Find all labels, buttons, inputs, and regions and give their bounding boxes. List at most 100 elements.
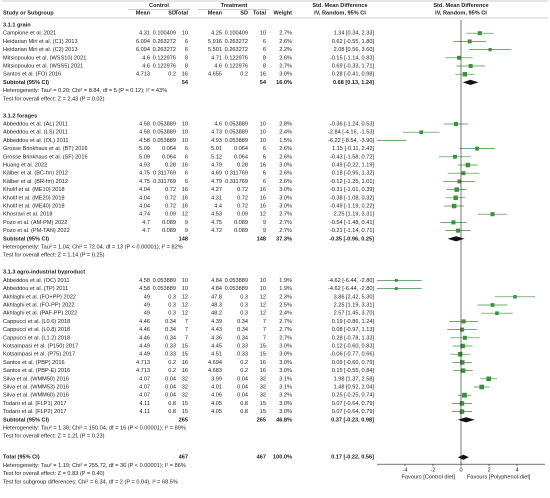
effect-square: [453, 121, 459, 127]
effect-square: [462, 392, 467, 398]
study-control: 4.6: [142, 55, 150, 61]
study-treatment: 0.8: [240, 401, 248, 407]
effect-square: [486, 376, 492, 382]
study-treatment: 4.93: [211, 138, 222, 144]
study-treatment: 4.36: [211, 335, 222, 341]
overall-effect: Test for overall effect: Z = 1.21 (P = 0…: [3, 434, 105, 440]
study-treatment: 4.27: [211, 187, 222, 193]
study-control: 0.122976: [153, 55, 176, 61]
study-treatment: 6: [263, 39, 266, 45]
axis-label-right: Favours [Polyphenol-diet]: [467, 475, 531, 481]
study-name: Heidarian Miri et al. (C2) 2013: [3, 47, 78, 53]
study-control: 0.2: [168, 72, 176, 78]
header-study: Study or Subgroup: [3, 10, 54, 16]
study-control: 4.7: [142, 220, 150, 226]
study-treatment: 0.28: [237, 162, 248, 168]
study-name: Silva et al. (WMM60) 2016: [3, 393, 69, 399]
subtotal-treatment-total: 54: [260, 80, 267, 86]
study-control: 16: [182, 368, 188, 374]
study-control: 4.7: [142, 228, 150, 234]
study-name: Kholif et al. (ME20) 2018: [3, 195, 65, 201]
study-weight: 3.0%: [279, 368, 292, 374]
study-treatment: 4.79: [211, 162, 222, 168]
study-weight: 1.9%: [279, 286, 292, 292]
subtotal-label: -0.35 [-0.96, 0.25]: [329, 236, 374, 242]
study-control: 4.04: [139, 203, 150, 209]
study-weight: 2.7%: [279, 31, 292, 37]
study-treatment: 4.84: [211, 286, 222, 292]
study-control: 16: [182, 360, 188, 366]
study-control: 49: [144, 294, 150, 300]
study-label: 0.09 [-0.60, 0.79]: [332, 360, 375, 366]
study-label: 0.15 [-0.55, 0.84]: [332, 368, 375, 374]
study-label: -0.49 [-1.19, 0.22]: [330, 203, 375, 209]
study-control: 12: [182, 311, 188, 317]
subtotal-label: 0.68 [0.13, 1.24]: [333, 80, 374, 86]
total-diamond: [457, 454, 469, 460]
study-control: 0.2: [168, 368, 176, 374]
study-name: Abbeddou et al. (OC) 2011: [3, 278, 69, 284]
total-name: Total (95% CI): [3, 455, 40, 461]
study-treatment: 0.053889: [225, 286, 248, 292]
study-control: 9: [185, 228, 188, 234]
study-treatment: 9: [263, 220, 266, 226]
study-name: Kholif et al. (ME40) 2018: [3, 203, 65, 209]
study-treatment: 4.05: [211, 409, 222, 415]
study-control: 4.04: [139, 195, 150, 201]
study-treatment: 0.34: [237, 319, 248, 325]
study-control: 10: [182, 121, 188, 127]
study-treatment: 0.053889: [225, 278, 248, 284]
study-weight: 1.5%: [279, 138, 292, 144]
study-name: Kotsampasi et al. (P75) 2017: [3, 352, 75, 358]
study-weight: 3.1%: [279, 376, 292, 382]
study-control: 4.31: [139, 31, 150, 37]
study-weight: 2.5%: [279, 302, 292, 308]
study-label: 0.28 [-0.41, 0.98]: [332, 72, 375, 78]
study-treatment: 8: [263, 55, 266, 61]
study-weight: 3.0%: [279, 162, 292, 168]
study-treatment: 10: [260, 130, 266, 136]
effect-square: [461, 319, 466, 324]
study-weight: 3.0%: [279, 72, 292, 78]
study-control: 32: [182, 393, 188, 399]
study-name: Todaro et al. (FLP1) 2017: [3, 401, 66, 407]
study-name: Huang et al. 2022: [3, 162, 47, 168]
study-control: 4.58: [139, 138, 150, 144]
study-treatment: 0.053889: [225, 121, 248, 127]
study-treatment: 48.3: [211, 302, 222, 308]
study-label: 0.25 [-0.25, 0.74]: [332, 393, 375, 399]
study-name: Abbeddou et al. (AL) 2011: [3, 121, 68, 127]
study-control: 0.100409: [153, 31, 176, 37]
study-treatment: 4.79: [211, 179, 222, 185]
effect-square: [467, 39, 472, 44]
study-treatment: 0.3: [240, 294, 248, 300]
study-label: 1.34 [0.34, 2.33]: [334, 31, 375, 37]
study-name: Kotsampasi et al. (P150) 2017: [3, 343, 78, 349]
study-treatment: 0.3: [240, 302, 248, 308]
study-treatment: 0.2: [240, 368, 248, 374]
heterogeneity: Heterogeneity: Tau² = 0.20; Chi² = 8.84,…: [3, 88, 167, 94]
study-label: 3.86 [2.42, 5.30]: [334, 294, 375, 300]
study-weight: 3.0%: [279, 187, 292, 193]
effect-square: [477, 31, 482, 36]
study-label: 1.98 [1.37, 2.58]: [334, 376, 375, 382]
effect-square: [459, 401, 465, 406]
x-tick-label: 2: [487, 468, 490, 474]
study-weight: 2.6%: [279, 171, 292, 177]
study-treatment: 4.75: [211, 220, 222, 226]
x-tick-label: 0: [459, 468, 462, 474]
study-treatment: 0.089: [234, 228, 248, 234]
study-label: 2.25 [1.19, 3.31]: [334, 212, 375, 218]
header-method: IV, Random, 95% CI: [314, 10, 366, 16]
study-weight: 2.4%: [279, 311, 292, 317]
study-weight: 2.7%: [279, 63, 292, 69]
study-weight: 2.7%: [279, 335, 292, 341]
study-label: -2.84 [-4.16, -1.53]: [328, 130, 374, 136]
heterogeneity: Heterogeneity: Tau² = 1.04; Chi² = 72.04…: [3, 244, 183, 250]
effect-square: [394, 278, 398, 282]
study-name: Todaro et al. (FLP2) 2017: [3, 409, 66, 415]
study-label: 0.12 [-0.60, 0.83]: [332, 343, 375, 349]
study-treatment: 0.34: [237, 335, 248, 341]
study-name: Akhlaghi et al. (FO+PP) 2022: [3, 294, 76, 300]
study-control: 10: [182, 31, 188, 37]
